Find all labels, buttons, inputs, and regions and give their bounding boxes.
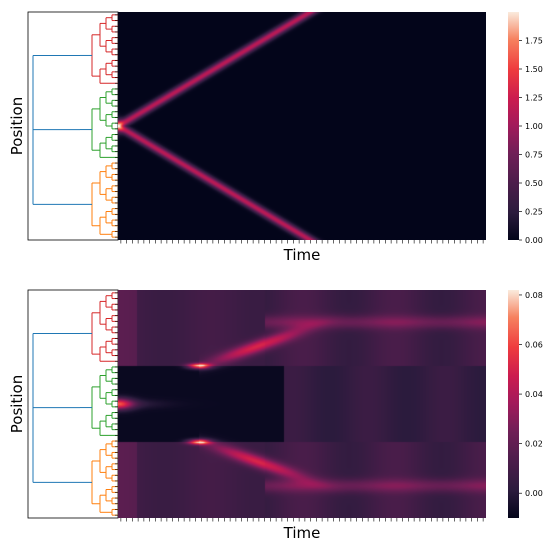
colorbar-tick-label: 0.25 bbox=[525, 208, 543, 217]
colorbar-tick-label: 1.50 bbox=[525, 65, 543, 74]
colorbar-tick-label: 0.00 bbox=[525, 236, 543, 245]
colorbar-1: 0.00 0.25 0.50 0.75 1.00 1.25 1.50 1.75 bbox=[508, 12, 543, 245]
colorbar-ticks: 0.00 0.25 0.50 0.75 1.00 1.25 1.50 1.75 bbox=[519, 37, 543, 245]
heatmap-panel-1: Time Position 0.00 0.25 0.50 0.75 1.00 1.25 1.… bbox=[8, 11, 543, 264]
row-ticks-1 bbox=[115, 14, 118, 238]
colorbar-tick-label: 1.75 bbox=[525, 37, 543, 46]
heatmap-panel-2: Time Position 0.00 0.02 0.04 0.06 0.08 bbox=[8, 289, 543, 542]
colorbar-2: 0.00 0.02 0.04 0.06 0.08 bbox=[508, 290, 543, 518]
x-axis-label: Time bbox=[283, 246, 321, 264]
colorbar-tick-label: 0.04 bbox=[525, 390, 543, 399]
colorbar-ticks: 0.00 0.02 0.04 0.06 0.08 bbox=[519, 291, 543, 498]
colorbar-tick-label: 0.08 bbox=[525, 291, 543, 300]
colorbar-tick-label: 1.00 bbox=[525, 122, 543, 131]
colorbar-tick-label: 0.50 bbox=[525, 179, 543, 188]
x-axis-label: Time bbox=[283, 524, 321, 542]
dendrogram-1 bbox=[27, 11, 119, 241]
row-ticks-2 bbox=[115, 292, 118, 516]
heatmap-area-1 bbox=[118, 12, 486, 240]
colorbar-tick-label: 1.25 bbox=[525, 94, 543, 103]
x-ticks-2 bbox=[120, 518, 484, 522]
colorbar-gradient bbox=[508, 12, 519, 240]
y-axis-label: Position bbox=[8, 375, 26, 433]
colorbar-tick-label: 0.75 bbox=[525, 151, 543, 160]
y-axis-label: Position bbox=[8, 97, 26, 155]
x-ticks-1 bbox=[120, 240, 484, 244]
dendrogram-branches bbox=[32, 292, 118, 516]
heatmap-image bbox=[118, 290, 486, 518]
heatmap-area-2 bbox=[118, 290, 486, 518]
dendrogram-branches bbox=[32, 14, 118, 238]
heatmap-image bbox=[118, 12, 486, 240]
dendrogram-2 bbox=[27, 289, 119, 519]
colorbar-tick-label: 0.02 bbox=[525, 440, 543, 449]
colorbar-tick-label: 0.06 bbox=[525, 341, 543, 350]
colorbar-tick-label: 0.00 bbox=[525, 489, 543, 498]
colorbar-gradient bbox=[508, 290, 519, 518]
